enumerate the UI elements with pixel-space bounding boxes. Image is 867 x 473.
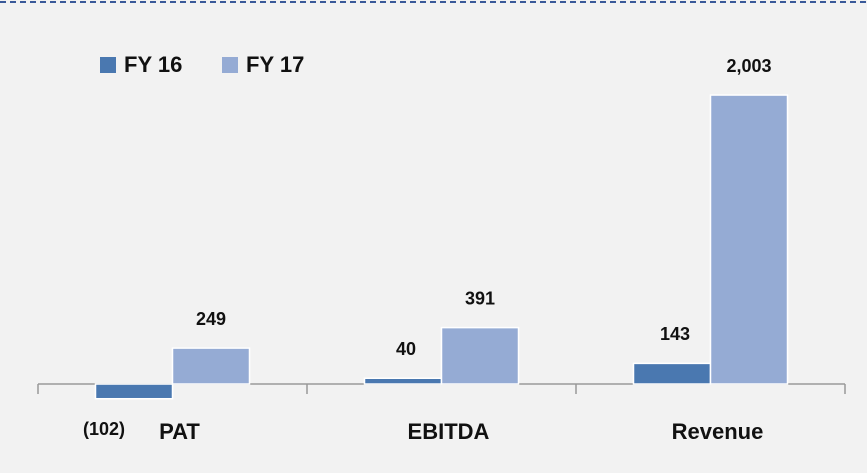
x-tick-label: EBITDA [408, 419, 490, 444]
value-label: 40 [396, 339, 416, 359]
legend-swatch [222, 57, 238, 73]
bar [363, 377, 443, 385]
value-label: 143 [660, 324, 690, 344]
value-label: (102) [83, 419, 125, 439]
bar [632, 362, 712, 385]
x-tick-label: Revenue [672, 419, 764, 444]
bar [709, 94, 789, 385]
bar [171, 347, 251, 385]
value-label: 249 [196, 309, 226, 329]
x-tick-label: PAT [159, 419, 200, 444]
legend-label: FY 16 [124, 52, 182, 77]
bar [94, 383, 174, 400]
bar [440, 326, 520, 385]
value-label: 391 [465, 288, 495, 308]
legend-label: FY 17 [246, 52, 304, 77]
legend-swatch [100, 57, 116, 73]
value-label: 2,003 [726, 56, 771, 76]
